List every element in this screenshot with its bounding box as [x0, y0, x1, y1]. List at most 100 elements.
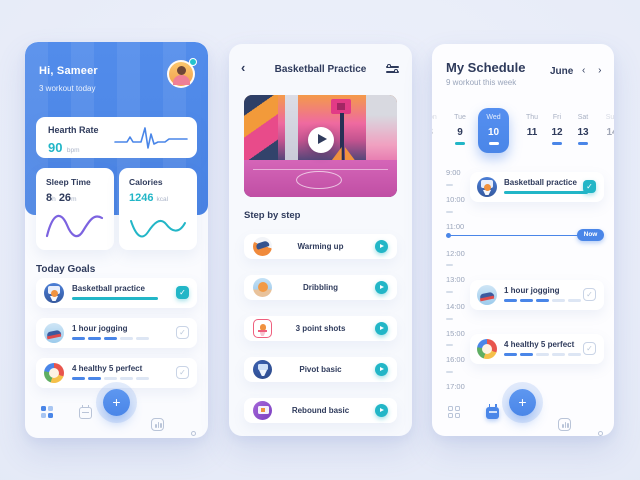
three-point-shots-icon: [253, 319, 272, 338]
event-basketball-practice[interactable]: Basketball practice ✓: [470, 172, 604, 202]
goal-progress-bar: [72, 297, 158, 300]
hour-label: 10:00: [446, 195, 465, 204]
screen-my-schedule: My Schedule 9 workout this week June ‹ ›…: [432, 44, 614, 436]
heart-rate-card[interactable]: Hearth Rate 90 bpm: [36, 117, 197, 158]
step-by-step-title: Step by step: [244, 210, 301, 221]
sleep-title: Sleep Time: [46, 177, 91, 187]
greeting-text: Hi, Sameer: [39, 65, 98, 77]
event-healthy[interactable]: 4 healthy 5 perfect ✓: [470, 334, 604, 364]
add-button[interactable]: +: [509, 389, 536, 416]
now-indicator: Now: [446, 229, 604, 241]
goal-progress-segments: [72, 377, 149, 380]
event-checkbox-unchecked[interactable]: ✓: [583, 288, 596, 301]
rebound-basic-icon: [253, 401, 272, 420]
jogging-goal-icon: [44, 323, 64, 343]
calories-title: Calories: [129, 177, 163, 187]
nav-calendar-icon[interactable]: [79, 405, 92, 419]
step-rebound-basic[interactable]: Rebound basic: [244, 398, 397, 423]
hour-label: 11:00: [446, 222, 465, 231]
basketball-goal-icon: [44, 283, 64, 303]
healthy-food-goal-icon: [44, 363, 64, 383]
step-pivot-basic[interactable]: Pivot basic: [244, 357, 397, 382]
goal-basketball-practice[interactable]: Basketball practice ✓: [36, 278, 197, 308]
practice-video-thumbnail[interactable]: [244, 95, 397, 197]
step-play-button[interactable]: [375, 322, 388, 335]
nav-home-icon[interactable]: [448, 406, 460, 418]
goal-label: 4 healthy 5 perfect: [72, 364, 143, 373]
day-sun[interactable]: Sun14: [605, 114, 614, 138]
calories-value: 1246 kcal: [129, 192, 169, 204]
goal-checkbox-checked[interactable]: ✓: [176, 286, 189, 299]
nav-calendar-icon[interactable]: [486, 404, 499, 419]
add-button[interactable]: +: [103, 389, 130, 416]
goal-checkbox-unchecked[interactable]: ✓: [176, 366, 189, 379]
hour-label: 17:00: [446, 382, 465, 391]
sleep-value: 8h 26m: [46, 192, 77, 204]
sleep-wave-chart: [45, 214, 104, 238]
nav-profile-icon[interactable]: [187, 431, 199, 438]
day-mon[interactable]: Mon8: [432, 114, 437, 138]
heart-rate-title: Hearth Rate: [48, 125, 99, 135]
sleep-time-card[interactable]: Sleep Time 8h 26m: [36, 168, 114, 250]
filter-settings-icon[interactable]: [386, 64, 399, 74]
schedule-page-title: My Schedule: [446, 60, 526, 75]
schedule-subtitle: 9 workout this week: [446, 78, 517, 87]
event-progress-segments: [504, 353, 581, 356]
workout-count-text: 3 workout today: [39, 84, 96, 93]
healthy-event-icon: [477, 339, 497, 359]
hour-label: 14:00: [446, 302, 465, 311]
calories-wave-chart: [130, 220, 186, 238]
hour-label: 12:00: [446, 249, 465, 258]
event-checkbox-checked[interactable]: ✓: [583, 180, 596, 193]
video-play-button[interactable]: [307, 126, 334, 153]
month-nav-chevrons[interactable]: ‹ ›: [582, 65, 607, 76]
goal-healthy[interactable]: 4 healthy 5 perfect ✓: [36, 358, 197, 388]
ecg-line-chart: [114, 127, 188, 149]
dribbling-icon: [253, 278, 272, 297]
nav-stats-icon[interactable]: [151, 418, 164, 431]
goal-label: 1 hour jogging: [72, 324, 128, 333]
event-progress-bar: [504, 191, 588, 194]
month-label: June: [550, 66, 574, 77]
goal-progress-segments: [72, 337, 149, 340]
step-3-point-shots[interactable]: 3 point shots: [244, 316, 397, 341]
hour-label: 15:00: [446, 329, 465, 338]
day-wed-selected[interactable]: Wed 10: [478, 108, 509, 153]
step-play-button[interactable]: [375, 363, 388, 376]
hour-label: 13:00: [446, 275, 465, 284]
hour-label: 9:00: [446, 168, 461, 177]
day-tue[interactable]: Tue 9: [448, 114, 472, 145]
step-play-button[interactable]: [375, 404, 388, 417]
practice-page-title: Basketball Practice: [274, 64, 367, 75]
back-chevron-icon[interactable]: ‹: [241, 60, 246, 75]
step-warming-up[interactable]: Warming up: [244, 234, 397, 259]
pivot-basic-icon: [253, 360, 272, 379]
event-jogging[interactable]: 1 hour jogging ✓: [470, 280, 604, 310]
step-play-button[interactable]: [375, 240, 388, 253]
goal-jogging[interactable]: 1 hour jogging ✓: [36, 318, 197, 348]
day-sat[interactable]: Sat 13: [571, 114, 595, 145]
day-fri[interactable]: Fri 12: [545, 114, 569, 145]
jogging-event-icon: [477, 285, 497, 305]
basketball-event-icon: [477, 177, 497, 197]
calories-card[interactable]: Calories 1246 kcal: [119, 168, 197, 250]
screen-basketball-practice: ‹ Basketball Practice Step by step Warmi…: [229, 44, 412, 436]
warming-up-icon: [253, 237, 272, 256]
online-badge: [189, 58, 197, 66]
hour-label: 16:00: [446, 355, 465, 364]
step-play-button[interactable]: [375, 281, 388, 294]
day-thu[interactable]: Thu 11: [525, 114, 539, 138]
screen-home: Hi, Sameer 3 workout today Hearth Rate 9…: [25, 42, 208, 438]
goal-label: Basketball practice: [72, 284, 145, 293]
event-checkbox-unchecked[interactable]: ✓: [583, 342, 596, 355]
heart-rate-value: 90 bpm: [48, 140, 80, 155]
today-goals-title: Today Goals: [36, 264, 96, 275]
step-dribbling[interactable]: Dribbling: [244, 275, 397, 300]
nav-home-icon[interactable]: [41, 406, 53, 418]
nav-stats-icon[interactable]: [558, 418, 571, 431]
now-badge: Now: [577, 229, 604, 241]
event-progress-segments: [504, 299, 581, 302]
nav-profile-icon[interactable]: [594, 431, 606, 436]
goal-checkbox-unchecked[interactable]: ✓: [176, 326, 189, 339]
